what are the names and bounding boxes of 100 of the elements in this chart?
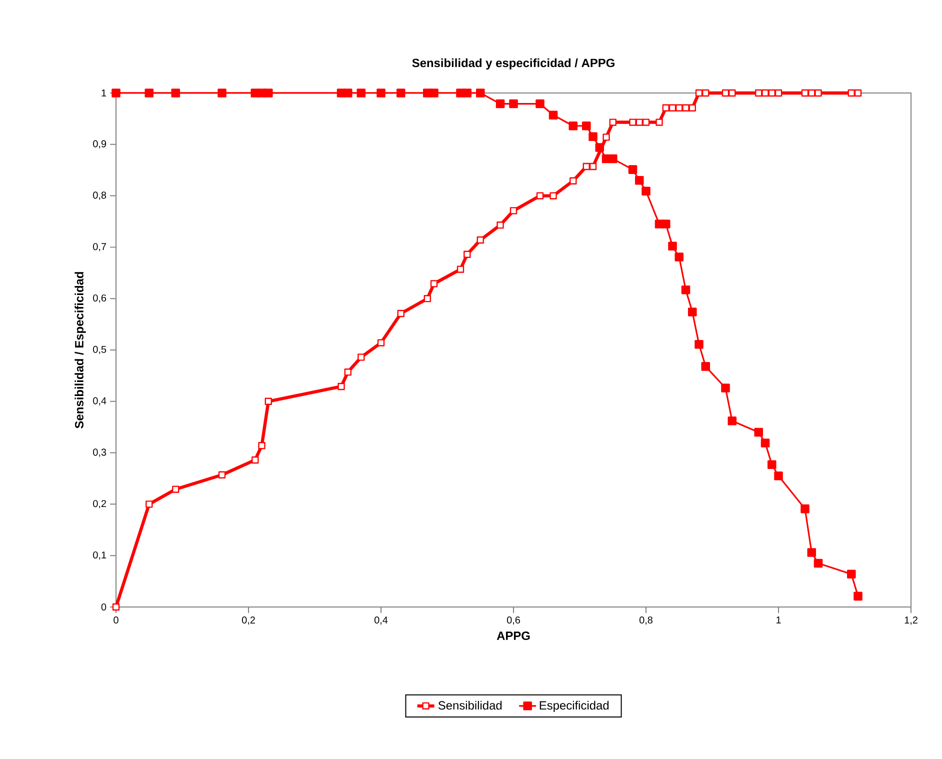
point xyxy=(722,89,730,97)
legend-label: Sensibilidad xyxy=(438,700,502,710)
point xyxy=(218,471,226,478)
point xyxy=(358,354,365,361)
point xyxy=(496,99,505,108)
point xyxy=(814,558,823,568)
point xyxy=(264,398,272,405)
point xyxy=(760,438,770,448)
point xyxy=(768,460,776,469)
y-tick-label: 0 xyxy=(101,603,106,611)
y-tick-label: 1 xyxy=(102,90,106,96)
point xyxy=(636,118,643,126)
y-axis-title: Sensibilidad / Especificidad xyxy=(74,272,86,428)
point xyxy=(608,154,618,164)
point xyxy=(702,89,710,97)
point xyxy=(582,121,591,130)
point xyxy=(774,472,783,480)
point xyxy=(668,242,677,251)
point xyxy=(377,339,385,346)
point xyxy=(800,504,810,514)
legend-label: Especificidad xyxy=(540,700,609,712)
point xyxy=(808,89,816,97)
point xyxy=(172,486,180,493)
point xyxy=(582,162,590,170)
point xyxy=(807,548,816,557)
point xyxy=(112,603,120,611)
point xyxy=(568,121,578,130)
point xyxy=(688,308,697,316)
point xyxy=(629,118,636,126)
point xyxy=(721,384,730,392)
point xyxy=(695,89,703,97)
point xyxy=(681,285,690,294)
point xyxy=(801,89,809,97)
x-tick-label: 0,8 xyxy=(639,616,653,625)
x-tick-label: 0 xyxy=(114,616,118,624)
point xyxy=(635,176,644,185)
point xyxy=(464,250,471,258)
point xyxy=(476,88,485,98)
x-tick-label: 1,2 xyxy=(904,616,918,625)
y-tick-label: 0,7 xyxy=(93,243,106,252)
point xyxy=(430,88,438,98)
point xyxy=(376,88,386,98)
y-tick-label: 0,6 xyxy=(93,294,106,303)
point xyxy=(536,192,544,200)
point xyxy=(595,143,604,152)
point xyxy=(854,592,862,601)
point xyxy=(550,192,557,200)
point xyxy=(768,89,776,97)
y-tick-label: 0,8 xyxy=(93,192,106,200)
point xyxy=(662,220,670,228)
point xyxy=(682,104,690,112)
point xyxy=(854,89,862,97)
point xyxy=(847,570,856,578)
point xyxy=(338,382,345,390)
point xyxy=(496,221,504,229)
point xyxy=(548,110,558,120)
y-tick-label: 0,4 xyxy=(93,397,106,406)
point xyxy=(510,207,518,214)
point xyxy=(589,162,597,170)
point xyxy=(628,165,638,174)
point xyxy=(728,416,737,426)
y-tick-label: 0,5 xyxy=(93,346,106,354)
point xyxy=(688,104,696,112)
point xyxy=(218,88,226,98)
chart-title: Sensibilidad y especificidad / APPG xyxy=(412,58,614,70)
point xyxy=(668,104,676,112)
point xyxy=(642,186,650,196)
y-tick-label: 0,1 xyxy=(93,551,106,560)
x-axis-title: APPG xyxy=(496,632,530,640)
point xyxy=(728,89,736,97)
point xyxy=(774,89,782,97)
point xyxy=(609,118,616,126)
point xyxy=(252,456,259,464)
point xyxy=(456,266,464,273)
point xyxy=(814,89,822,97)
point xyxy=(570,177,577,184)
y-tick-label: 0,2 xyxy=(93,500,106,508)
x-tick-label: 0,2 xyxy=(242,616,255,625)
point xyxy=(397,310,404,318)
x-tick-label: 0,6 xyxy=(506,616,520,625)
point xyxy=(171,88,180,98)
point xyxy=(694,340,704,349)
point xyxy=(674,252,684,262)
point xyxy=(676,104,683,112)
point xyxy=(755,89,762,97)
x-tick-label: 0,4 xyxy=(374,616,388,625)
point xyxy=(356,88,366,98)
point xyxy=(146,500,153,508)
point xyxy=(602,134,610,141)
point xyxy=(588,132,598,142)
point xyxy=(344,368,352,376)
point xyxy=(509,99,518,108)
y-tick-label: 0,3 xyxy=(93,448,106,457)
point xyxy=(112,88,120,98)
point xyxy=(424,294,431,302)
point xyxy=(662,104,670,112)
x-tick-label: 1 xyxy=(776,616,781,624)
point xyxy=(430,280,438,288)
point xyxy=(848,89,855,97)
point xyxy=(762,89,769,97)
